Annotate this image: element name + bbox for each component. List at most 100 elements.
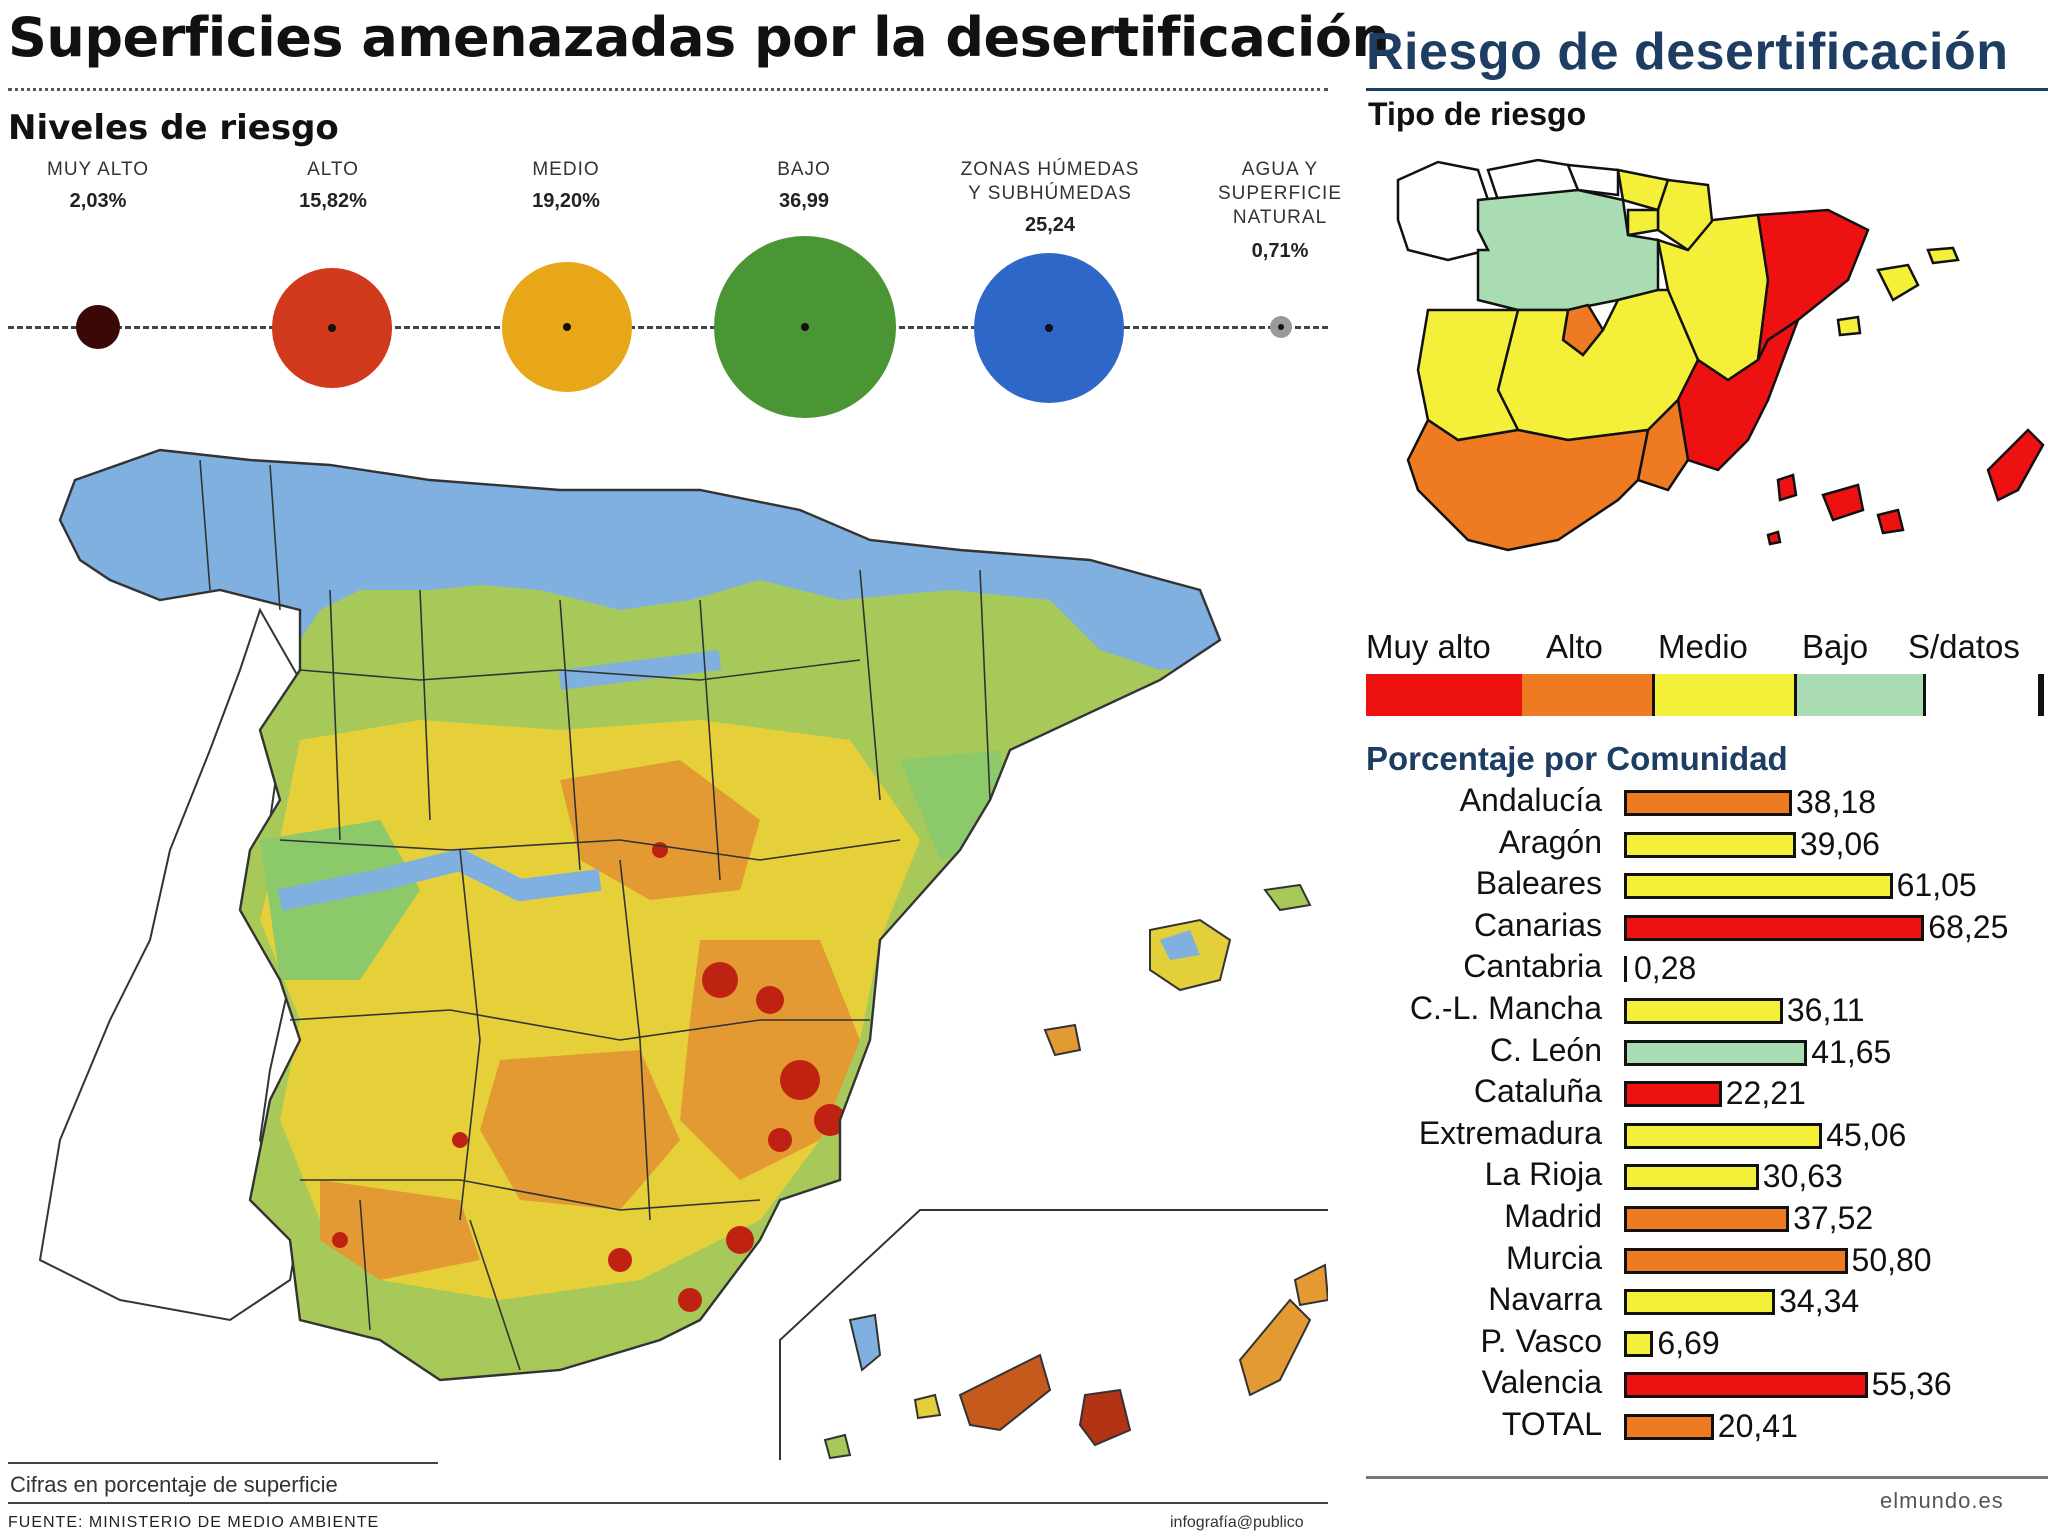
- circle-zonas-humedas: [974, 253, 1124, 403]
- levels-axis-line: [8, 326, 1328, 329]
- region-value-label: 36,11: [1786, 992, 1865, 1028]
- region-bar: [1624, 790, 1792, 816]
- region-bar: [1624, 914, 1925, 941]
- canary-inset-frame: [779, 1209, 1328, 1460]
- canary-islands: [823, 1263, 1328, 1460]
- region-bar: [1624, 1289, 1776, 1316]
- region-risk-map: [1396, 158, 2045, 552]
- autonomous-communities: [1396, 158, 2045, 552]
- legend-label-muy-alto: Muy alto: [1366, 628, 1491, 665]
- circle-muy-alto: [76, 305, 120, 349]
- region-value-label: 34,34: [1779, 1283, 1860, 1320]
- region-bar: [1624, 1372, 1868, 1399]
- region-value-label: 50,80: [1851, 1241, 1932, 1278]
- right-bottom-rule: [1366, 1476, 2048, 1479]
- region-galicia: [1396, 160, 1490, 262]
- source-credit: FUENTE: MINISTERIO DE MEDIO AMBIENTE: [8, 1514, 380, 1531]
- region-value-label: 20,41: [1717, 1408, 1798, 1444]
- portugal-outline: [38, 607, 302, 1322]
- zone-high-3: [480, 1050, 680, 1210]
- region-value-label: 45,06: [1826, 1116, 1907, 1153]
- region-bar: [1624, 1330, 1654, 1357]
- region-value-label: 38,18: [1795, 784, 1877, 820]
- region-name: Navarra: [1488, 1281, 1602, 1318]
- legend-swatch-bajo: [1794, 674, 1926, 716]
- right-map-title: Riesgo de desertificación: [1366, 23, 2009, 81]
- region-name: Cataluña: [1473, 1073, 1602, 1110]
- region-bar: [1624, 1081, 1722, 1108]
- region-baleares-menorca: [1926, 246, 1960, 265]
- circle-bajo: [714, 236, 896, 418]
- legend-label-alto: Alto: [1546, 628, 1603, 665]
- region-name: Murcia: [1505, 1239, 1602, 1276]
- circle-alto: [272, 268, 392, 388]
- legend-label-sin-datos: S/datos: [1908, 628, 2020, 665]
- region-bar: [1624, 1164, 1759, 1191]
- left-map-title: Superficies amenazadas por la desertific…: [8, 6, 1390, 69]
- zone-high-1: [560, 760, 760, 900]
- region-bar: [1624, 873, 1893, 900]
- risk-type-heading: Tipo de riesgo: [1368, 96, 1587, 132]
- level-value-zonas-humedas: 25,24: [1024, 214, 1076, 236]
- legend-swatch-muy-alto: [1366, 674, 1522, 716]
- zone-low-west: [260, 820, 420, 980]
- legend-swatch-sin-datos: [2038, 674, 2044, 716]
- level-label-medio: MEDIO: [532, 159, 600, 180]
- region-baleares-ibiza: [1836, 315, 1862, 337]
- level-value-bajo: 36,99: [778, 190, 830, 212]
- level-label-bajo: BAJO: [777, 159, 831, 180]
- circle-agua: [1270, 316, 1292, 338]
- region-value-label: 0,28: [1634, 950, 1697, 987]
- spain-risk-map: [38, 448, 1328, 1460]
- legend-label-medio: Medio: [1658, 628, 1748, 665]
- level-label-zonas-humedas: ZONAS HÚMEDAS Y SUBHÚMEDAS: [960, 159, 1140, 204]
- legend-swatch-medio: [1652, 674, 1797, 716]
- balearic-ibiza: [1043, 1023, 1082, 1057]
- region-name: La Rioja: [1484, 1156, 1602, 1193]
- level-label-agua: AGUA Y SUPERFICIE NATURAL: [1217, 159, 1343, 228]
- region-name: C. León: [1489, 1031, 1602, 1068]
- region-name: P. Vasco: [1480, 1322, 1602, 1359]
- region-value-label: 30,63: [1762, 1158, 1843, 1195]
- footnote: Cifras en porcentaje de superficie: [10, 1472, 338, 1497]
- region-baleares-mallorca: [1876, 263, 1920, 302]
- zone-humid-river-2: [558, 650, 722, 690]
- region-bar: [1624, 1247, 1848, 1274]
- legend-label-bajo: Bajo: [1802, 628, 1869, 665]
- elmundo-credit: elmundo.es: [1880, 1488, 2004, 1513]
- province-borders: [58, 448, 1222, 1382]
- region-cantabria: [1566, 163, 1620, 197]
- region-value-label: 55,36: [1871, 1366, 1952, 1403]
- region-value-label: 39,06: [1799, 825, 1880, 862]
- level-value-muy-alto: 2,03%: [69, 190, 127, 212]
- region-la-rioja: [1626, 208, 1660, 237]
- region-bar: [1624, 1206, 1790, 1232]
- region-bar: [1624, 1414, 1714, 1440]
- region-castilla-leon: [1476, 188, 1660, 312]
- region-name: Valencia: [1481, 1364, 1602, 1401]
- region-name: Extremadura: [1418, 1114, 1602, 1151]
- very-high-hotspots: [332, 842, 846, 1312]
- region-name: Cantabria: [1463, 948, 1602, 985]
- level-value-medio: 19,20%: [532, 190, 600, 212]
- region-valencia: [1676, 316, 1801, 472]
- region-name: C.-L. Mancha: [1409, 990, 1602, 1026]
- region-value-label: 22,21: [1725, 1075, 1806, 1112]
- right-title-rule: [1366, 88, 2048, 91]
- level-label-muy-alto: MUY ALTO: [47, 159, 149, 180]
- footnote-rule: [8, 1462, 438, 1464]
- region-canarias-3: [1876, 508, 1905, 535]
- region-andalucia: [1406, 418, 1650, 552]
- region-canarias-1: [1776, 473, 1798, 502]
- level-value-agua: 0,71%: [1251, 240, 1309, 262]
- region-value-label: 6,69: [1657, 1324, 1720, 1361]
- region-name: Andalucía: [1459, 782, 1602, 818]
- risk-levels-heading: Niveles de riesgo: [8, 108, 339, 148]
- region-name: Aragón: [1498, 823, 1602, 860]
- balearic-mallorca-humid: [1160, 930, 1200, 960]
- region-value-label: 61,05: [1896, 867, 1977, 904]
- region-canarias-4: [1986, 428, 2045, 502]
- region-value-label: 41,65: [1811, 1033, 1892, 1070]
- title-divider: [8, 88, 1328, 91]
- legend-swatch-alto: [1522, 674, 1652, 716]
